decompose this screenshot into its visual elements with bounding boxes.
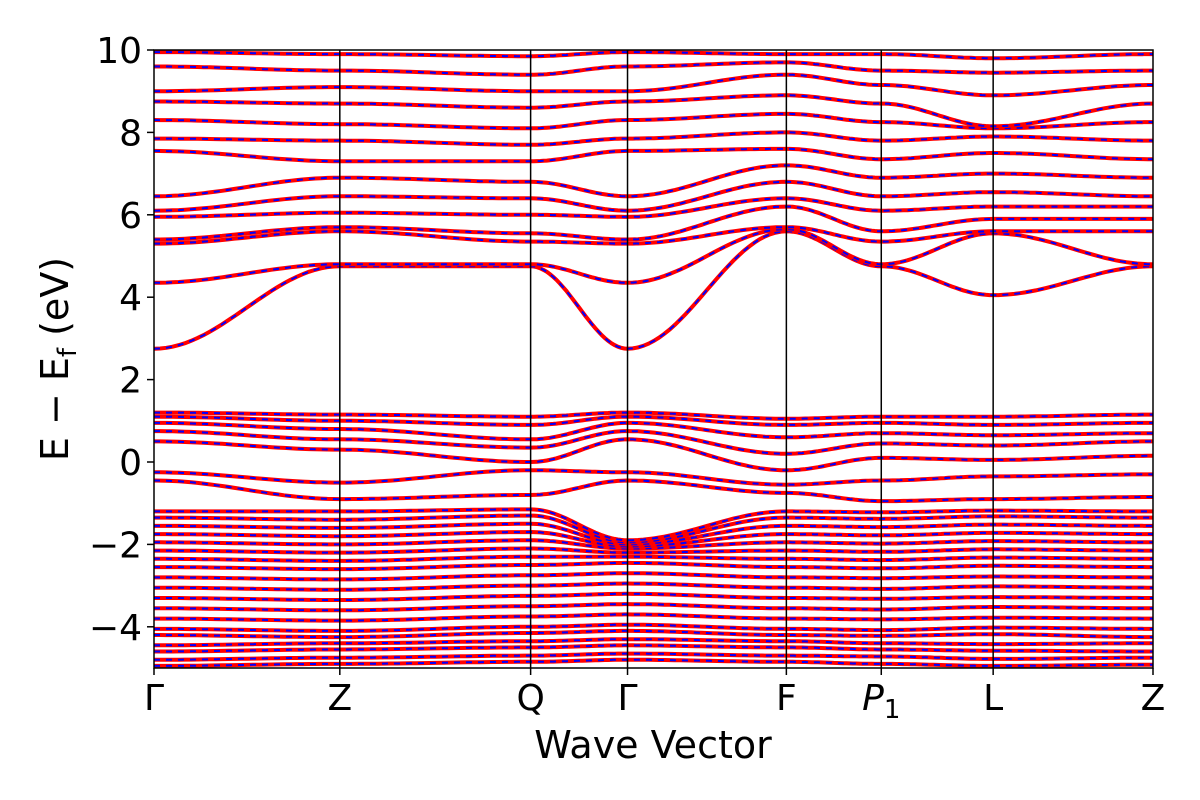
y-tick-label: 2 (119, 361, 142, 402)
x-tick-label: Z (327, 678, 352, 719)
y-tick-label: −4 (89, 608, 142, 649)
x-tick-label: Γ (617, 678, 637, 719)
band-line-dashed (154, 658, 1153, 667)
x-tick-label: P1 (862, 678, 900, 725)
y-tick-label: 10 (96, 31, 142, 72)
band-line-dashed (154, 652, 1153, 661)
band-line-dashed (154, 228, 1153, 284)
y-axis-label-main: E − E (33, 357, 77, 461)
band-line-dashed (154, 623, 1153, 632)
band-line-dashed (154, 131, 1153, 146)
y-tick-label: 6 (119, 196, 142, 237)
x-ticks: Γ Z Q Γ F P1 L Z (144, 668, 1165, 725)
band-line-dashed (154, 479, 1153, 503)
bands-layer (154, 50, 1153, 668)
band-line-dashed (154, 469, 1153, 486)
band-line-dashed (154, 629, 1153, 639)
band-line-dashed (154, 61, 1153, 76)
band-line-dashed (154, 438, 1153, 472)
band-line-dashed (154, 603, 1153, 612)
band-line-dashed (154, 539, 1153, 550)
y-axis-label-unit: (eV) (33, 257, 77, 348)
band-line-dashed (154, 73, 1153, 97)
band-line-dashed (154, 613, 1153, 622)
x-tick-label: F (776, 678, 797, 719)
band-line-dashed (154, 644, 1153, 653)
band-line-dashed (154, 547, 1153, 554)
band-line-dashed (154, 411, 1153, 420)
y-tick-label: 4 (119, 278, 142, 319)
band-line-dashed (154, 555, 1153, 562)
y-axis-label-sub: f (53, 347, 83, 357)
plot-frame (153, 49, 1154, 669)
band-line-dashed (154, 582, 1153, 591)
x-tick-label: Γ (144, 678, 164, 719)
band-line-dashed (154, 430, 1153, 455)
band-line-solid (154, 229, 1153, 351)
band-line-dashed (154, 514, 1153, 544)
x-axis-label: Wave Vector (534, 723, 772, 767)
band-line-dashed (154, 180, 1153, 212)
band-line-dashed (154, 164, 1153, 198)
y-tick-label: 8 (119, 113, 142, 154)
band-line-dashed (154, 572, 1153, 581)
band-line-dashed (154, 592, 1153, 601)
x-tick-label: Q (516, 678, 544, 719)
band-line-dashed (154, 94, 1153, 128)
band-line-dashed (154, 197, 1153, 218)
y-axis-label: E − Ef (eV) (33, 257, 83, 461)
band-line-dashed (154, 112, 1153, 130)
kpoint-lines (339, 50, 994, 668)
y-tick-label: 0 (119, 443, 142, 484)
band-line-dashed (154, 561, 1153, 571)
band-line-dashed (154, 51, 1153, 60)
band-line-dashed (154, 522, 1153, 546)
y-ticks: 10 8 6 4 2 0 −2 −4 (89, 31, 154, 649)
band-line-dashed (154, 508, 1153, 542)
y-tick-label: −2 (89, 525, 142, 566)
band-line-dashed (154, 226, 1153, 245)
band-line-dashed (154, 421, 1153, 441)
band-line-dashed (154, 147, 1153, 163)
x-tick-label: L (983, 678, 1003, 719)
band-line-dashed (154, 415, 1153, 426)
band-line-dashed (154, 530, 1153, 548)
band-line-dashed (154, 205, 1153, 241)
band-line-dashed (154, 638, 1153, 647)
x-tick-label: Z (1141, 678, 1166, 719)
